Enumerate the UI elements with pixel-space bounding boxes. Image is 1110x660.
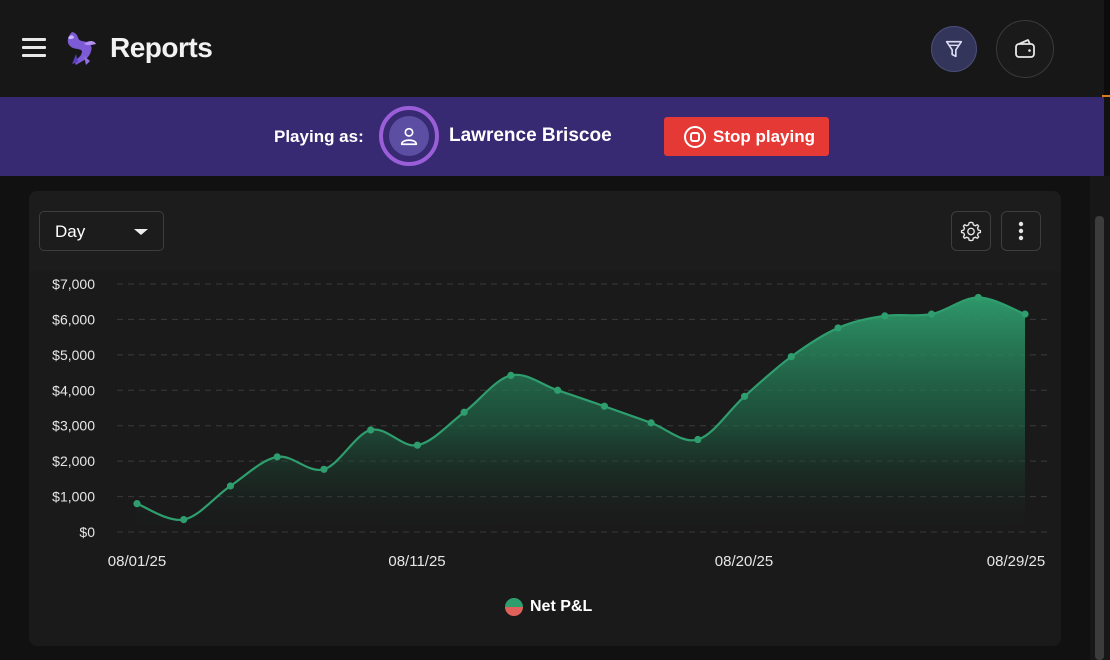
stop-playing-button[interactable]: Stop playing (664, 117, 829, 156)
y-tick-label: $5,000 (52, 347, 95, 363)
wallet-button[interactable] (996, 20, 1054, 78)
wallet-icon (1015, 39, 1035, 58)
more-options-button[interactable] (1001, 211, 1041, 251)
legend-label: Net P&L (530, 598, 593, 615)
data-point[interactable] (413, 441, 422, 449)
x-tick-label: 08/01/25 (108, 553, 166, 570)
data-point[interactable] (226, 482, 235, 490)
data-point[interactable] (834, 324, 842, 332)
x-tick-label: 08/20/25 (715, 553, 773, 570)
data-point[interactable] (133, 500, 141, 508)
top-app-bar (0, 0, 1110, 97)
net-pnl-chart: $0 $1,000 $2,000 $3,000 $4,000 $5,000 $6,000 $7… (52, 276, 1049, 570)
data-point[interactable] (927, 310, 936, 318)
data-point[interactable] (881, 312, 889, 320)
impersonation-banner (0, 97, 1104, 176)
x-tick-label: 08/29/25 (987, 553, 1045, 570)
gear-icon (960, 221, 982, 242)
data-point[interactable] (180, 516, 188, 524)
scrollbar-thumb[interactable] (1095, 216, 1104, 660)
report-card-toolbar (29, 191, 1061, 271)
avatar (379, 106, 439, 166)
chart-settings-button[interactable] (951, 211, 991, 251)
funnel-filter-icon (945, 40, 963, 58)
y-tick-label: $1,000 (52, 489, 95, 505)
data-point[interactable] (740, 392, 749, 400)
data-point[interactable] (507, 371, 515, 380)
period-select-value: Day (55, 222, 86, 241)
stop-playing-label: Stop playing (713, 126, 815, 146)
data-point[interactable] (320, 465, 328, 473)
hamburger-menu-icon[interactable] (22, 38, 48, 60)
stop-circle-icon (684, 125, 706, 148)
user-icon (400, 127, 418, 146)
y-tick-label: $7,000 (52, 276, 95, 292)
window-edge (1104, 0, 1110, 97)
data-point[interactable] (367, 426, 375, 434)
impersonated-user-name: Lawrence Briscoe (449, 125, 612, 146)
playing-as-label: Playing as: (274, 127, 364, 146)
data-point[interactable] (600, 402, 608, 410)
filter-button[interactable] (931, 26, 977, 72)
period-select[interactable]: Day (39, 211, 164, 251)
x-tick-label: 08/11/25 (388, 553, 445, 570)
page-title: Reports (110, 32, 213, 63)
net-pnl-line (136, 296, 1026, 521)
y-tick-label: $4,000 (52, 382, 95, 398)
data-point[interactable] (787, 353, 795, 361)
chart-legend-item[interactable]: Net P&L (505, 598, 592, 616)
data-point[interactable] (554, 386, 562, 394)
data-point[interactable] (694, 435, 702, 444)
y-tick-label: $2,000 (52, 453, 95, 469)
legend-swatch (505, 598, 523, 616)
data-point[interactable] (460, 408, 468, 416)
data-point[interactable] (647, 419, 655, 427)
accent-edge (1102, 95, 1110, 97)
dragon-logo-icon (60, 28, 100, 68)
kebab-menu-icon (1018, 221, 1024, 241)
y-tick-label: $3,000 (52, 418, 95, 434)
data-point[interactable] (1021, 310, 1029, 318)
data-point[interactable] (273, 453, 281, 461)
data-point[interactable] (974, 293, 982, 302)
y-tick-label: $6,000 (52, 311, 95, 327)
net-pnl-area (137, 297, 1025, 532)
y-tick-label: $0 (79, 524, 95, 540)
chevron-down-icon (134, 229, 148, 235)
